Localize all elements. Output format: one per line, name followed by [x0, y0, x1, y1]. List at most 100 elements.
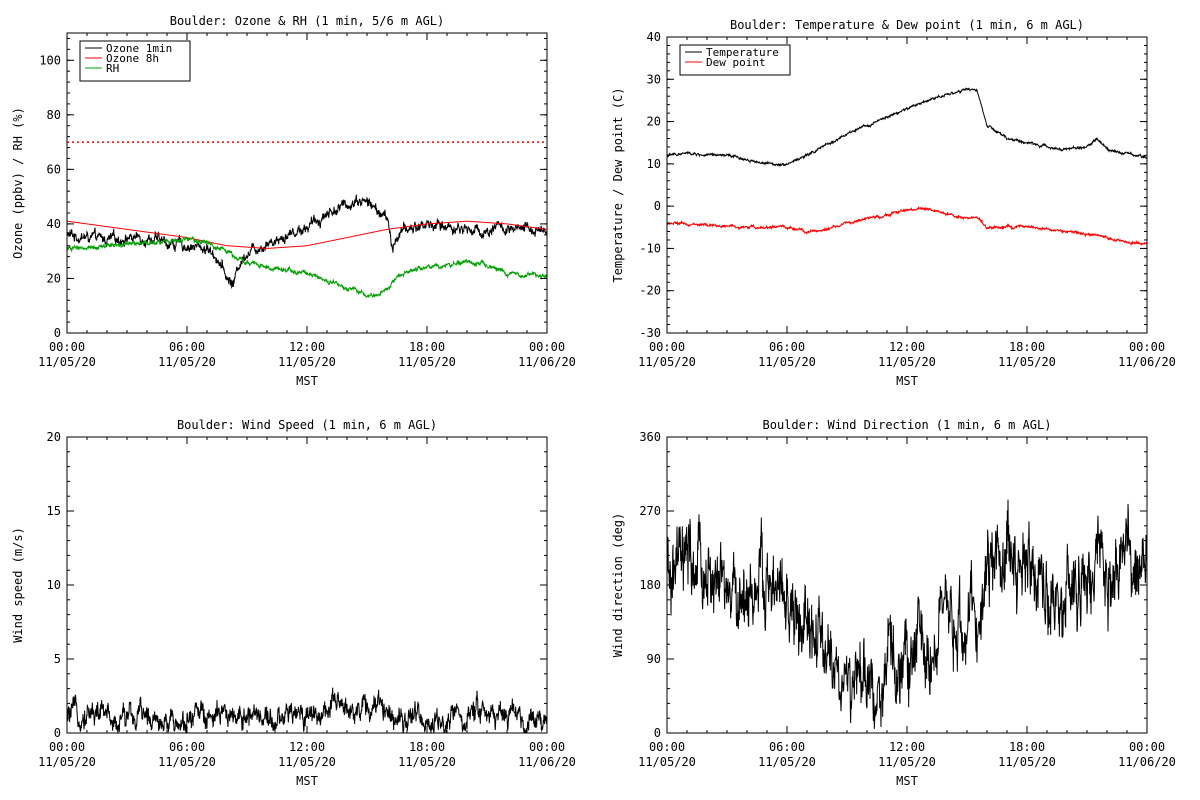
wind-speed-title: Boulder: Wind Speed (1 min, 6 m AGL): [177, 418, 437, 432]
y-tick-label: 30: [647, 72, 661, 86]
y-tick-label: 100: [39, 53, 61, 67]
wind-speed-xlabel: MST: [296, 774, 318, 788]
y-tick-label: -30: [639, 326, 661, 340]
x-tick-date-label: 11/05/20: [38, 755, 96, 769]
plot-frame: [66, 436, 548, 734]
y-tick-label: 270: [639, 504, 661, 518]
y-tick-label: 0: [54, 326, 61, 340]
x-tick-time-label: 00:00: [1129, 740, 1165, 754]
x-tick-date-label: 11/06/20: [518, 355, 576, 369]
x-tick-time-label: 00:00: [49, 340, 85, 354]
x-tick-time-label: 00:00: [649, 740, 685, 754]
y-tick-label: 60: [47, 162, 61, 176]
x-tick-date-label: 11/05/20: [398, 755, 456, 769]
wind-speed-plot-area: 0510152000:0011/05/2006:0011/05/2012:001…: [38, 430, 576, 769]
legend-entry: Dew point: [706, 56, 766, 69]
y-tick-label: 0: [654, 199, 661, 213]
x-tick-date-label: 11/05/20: [638, 755, 696, 769]
temperature-dewpoint-title: Boulder: Temperature & Dew point (1 min,…: [730, 18, 1084, 32]
x-tick-time-label: 18:00: [409, 340, 445, 354]
y-tick-label: 10: [647, 157, 661, 171]
x-tick-date-label: 11/05/20: [878, 355, 936, 369]
legend-entry: RH: [106, 62, 119, 75]
x-tick-time-label: 18:00: [1009, 740, 1045, 754]
ozone-rh-title: Boulder: Ozone & RH (1 min, 5/6 m AGL): [170, 14, 445, 28]
x-tick-time-label: 00:00: [529, 740, 565, 754]
wind-direction-title: Boulder: Wind Direction (1 min, 6 m AGL): [763, 418, 1052, 432]
wind-direction-xlabel: MST: [896, 774, 918, 788]
x-tick-time-label: 00:00: [49, 740, 85, 754]
ozone-rh-ylabel: Ozone (ppbv) / RH (%): [11, 107, 25, 259]
y-tick-label: 0: [654, 726, 661, 740]
y-tick-label: -10: [639, 241, 661, 255]
y-tick-label: -20: [639, 284, 661, 298]
wind-direction-plot-area: 09018027036000:0011/05/2006:0011/05/2012…: [638, 430, 1176, 769]
y-tick-label: 40: [647, 30, 661, 44]
y-tick-label: 360: [639, 430, 661, 444]
x-tick-date-label: 11/06/20: [1118, 755, 1176, 769]
x-tick-date-label: 11/05/20: [758, 755, 816, 769]
x-tick-date-label: 11/05/20: [278, 355, 336, 369]
legend-entry: Temperature: [706, 46, 779, 59]
x-tick-date-label: 11/05/20: [278, 755, 336, 769]
series-line-dew-point: [667, 206, 1147, 247]
series-line-series-0: [667, 499, 1147, 729]
y-tick-label: 15: [47, 504, 61, 518]
wind-speed-panel: Boulder: Wind Speed (1 min, 6 m AGL) Win…: [11, 418, 576, 788]
temperature-dewpoint-ylabel: Temperature / Dew point (C): [611, 87, 625, 282]
temperature-dewpoint-plot-area: -30-20-1001020304000:0011/05/2006:0011/0…: [638, 30, 1176, 369]
y-tick-label: 20: [47, 430, 61, 444]
wind-direction-panel: Boulder: Wind Direction (1 min, 6 m AGL)…: [611, 418, 1176, 788]
temperature-dewpoint-panel: Boulder: Temperature & Dew point (1 min,…: [611, 18, 1176, 388]
y-tick-label: 90: [647, 652, 661, 666]
x-tick-date-label: 11/05/20: [158, 755, 216, 769]
x-tick-date-label: 11/05/20: [998, 355, 1056, 369]
x-tick-time-label: 06:00: [769, 740, 805, 754]
legend-box: [679, 44, 791, 76]
x-tick-time-label: 06:00: [169, 740, 205, 754]
x-tick-date-label: 11/05/20: [398, 355, 456, 369]
x-tick-time-label: 00:00: [649, 340, 685, 354]
series-line-rh: [67, 235, 547, 299]
x-tick-time-label: 12:00: [889, 740, 925, 754]
ozone-rh-xlabel: MST: [296, 374, 318, 388]
ozone-rh-plot-area: 02040608010000:0011/05/2006:0011/05/2012…: [38, 32, 576, 369]
x-tick-time-label: 00:00: [529, 340, 565, 354]
x-tick-time-label: 00:00: [1129, 340, 1165, 354]
y-tick-label: 0: [54, 726, 61, 740]
series-line-ozone-8h: [67, 220, 547, 249]
x-tick-time-label: 18:00: [409, 740, 445, 754]
x-tick-date-label: 11/06/20: [1118, 355, 1176, 369]
series-line-series-0: [67, 687, 547, 733]
x-tick-date-label: 11/06/20: [518, 755, 576, 769]
x-tick-time-label: 12:00: [889, 340, 925, 354]
legend-entry: Ozone 8h: [106, 52, 159, 65]
x-tick-time-label: 06:00: [169, 340, 205, 354]
y-tick-label: 5: [54, 652, 61, 666]
series-line-temperature: [667, 87, 1147, 167]
y-tick-label: 10: [47, 578, 61, 592]
ozone-rh-panel: Boulder: Ozone & RH (1 min, 5/6 m AGL) O…: [11, 14, 576, 388]
plot-frame: [666, 36, 1148, 334]
legend-entry: Ozone 1min: [106, 42, 172, 55]
wind-direction-ylabel: Wind direction (deg): [611, 513, 625, 658]
plot-frame: [666, 436, 1148, 734]
y-tick-label: 40: [47, 217, 61, 231]
x-tick-date-label: 11/05/20: [638, 355, 696, 369]
wind-speed-ylabel: Wind speed (m/s): [11, 527, 25, 643]
x-tick-date-label: 11/05/20: [998, 755, 1056, 769]
x-tick-date-label: 11/05/20: [158, 355, 216, 369]
y-tick-label: 20: [47, 271, 61, 285]
x-tick-time-label: 12:00: [289, 340, 325, 354]
x-tick-time-label: 18:00: [1009, 340, 1045, 354]
y-tick-label: 80: [47, 108, 61, 122]
x-tick-date-label: 11/05/20: [878, 755, 936, 769]
y-tick-label: 20: [647, 115, 661, 129]
x-tick-date-label: 11/05/20: [38, 355, 96, 369]
temperature-dewpoint-xlabel: MST: [896, 374, 918, 388]
x-tick-time-label: 12:00: [289, 740, 325, 754]
x-tick-time-label: 06:00: [769, 340, 805, 354]
x-tick-date-label: 11/05/20: [758, 355, 816, 369]
y-tick-label: 180: [639, 578, 661, 592]
